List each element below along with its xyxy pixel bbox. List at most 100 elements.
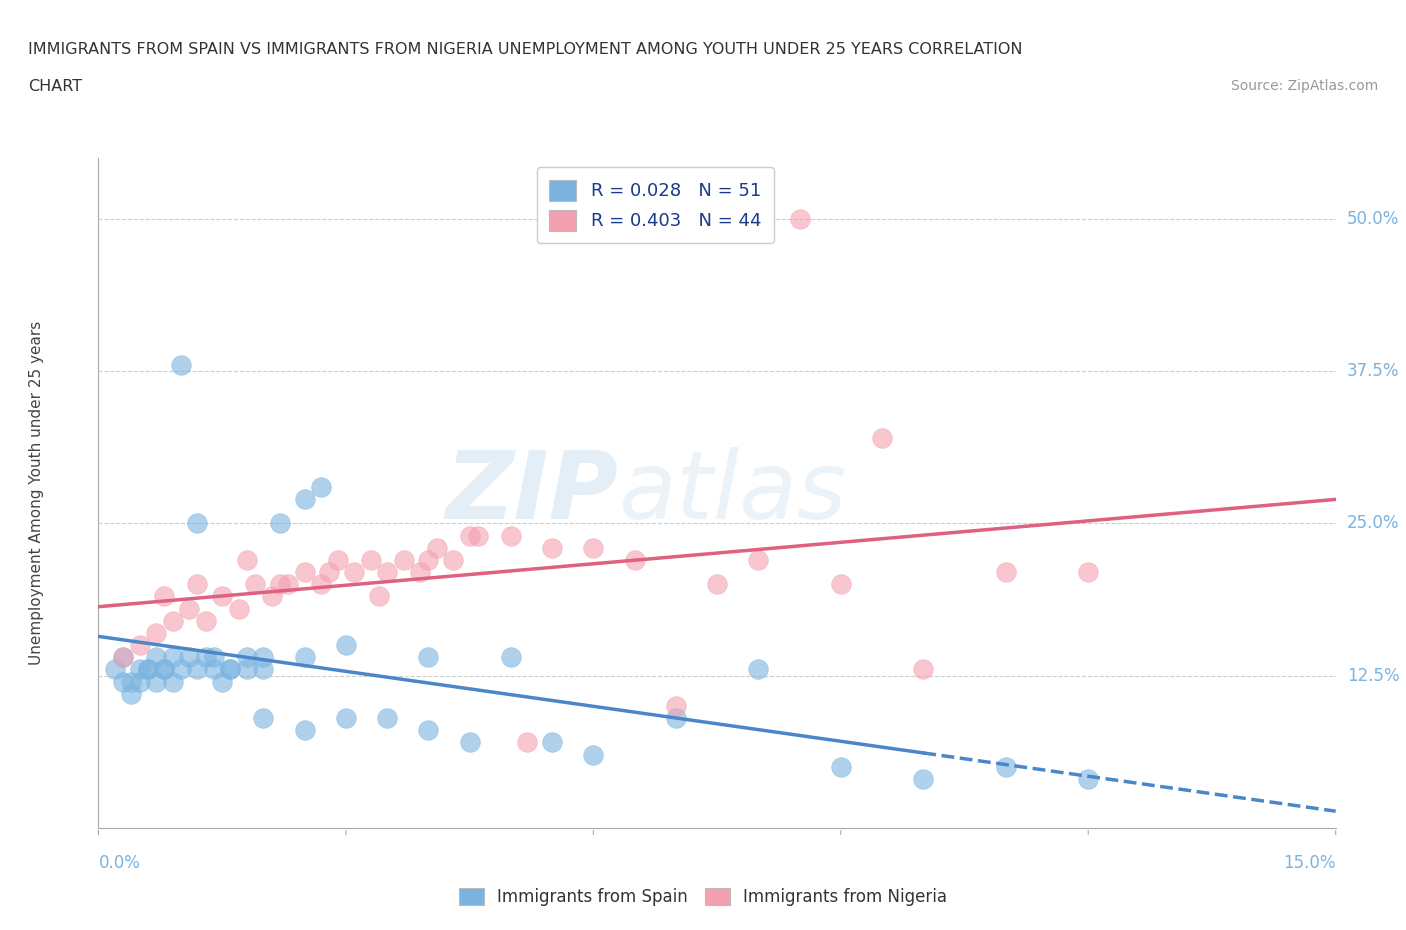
Point: [243, 577, 266, 591]
Point: [170, 358, 193, 373]
Point: [360, 552, 382, 567]
Point: [120, 686, 142, 701]
Point: [236, 662, 259, 677]
Point: [747, 552, 769, 567]
Point: [294, 650, 316, 665]
Point: [1077, 772, 1099, 787]
Point: [335, 638, 357, 653]
Point: [179, 601, 201, 616]
Text: 12.5%: 12.5%: [1347, 667, 1399, 684]
Point: [294, 492, 316, 507]
Point: [516, 735, 538, 750]
Point: [294, 723, 316, 737]
Point: [830, 760, 852, 775]
Point: [211, 589, 233, 604]
Point: [458, 528, 481, 543]
Point: [236, 650, 259, 665]
Point: [665, 698, 688, 713]
Text: 25.0%: 25.0%: [1347, 514, 1399, 532]
Point: [343, 565, 366, 579]
Point: [870, 431, 893, 445]
Point: [441, 552, 464, 567]
Point: [994, 565, 1017, 579]
Point: [623, 552, 645, 567]
Text: atlas: atlas: [619, 447, 846, 538]
Point: [1077, 565, 1099, 579]
Point: [112, 650, 135, 665]
Text: Unemployment Among Youth under 25 years: Unemployment Among Youth under 25 years: [30, 321, 44, 665]
Point: [706, 577, 728, 591]
Point: [219, 662, 242, 677]
Point: [228, 601, 250, 616]
Point: [665, 711, 688, 725]
Point: [335, 711, 357, 725]
Point: [186, 662, 208, 677]
Text: Source: ZipAtlas.com: Source: ZipAtlas.com: [1230, 79, 1378, 93]
Point: [269, 516, 291, 531]
Point: [145, 626, 167, 641]
Point: [277, 577, 299, 591]
Point: [418, 723, 440, 737]
Point: [409, 565, 432, 579]
Point: [582, 540, 605, 555]
Point: [153, 662, 176, 677]
Point: [162, 650, 184, 665]
Point: [260, 589, 283, 604]
Point: [170, 662, 193, 677]
Point: [541, 540, 564, 555]
Point: [128, 674, 150, 689]
Point: [153, 662, 176, 677]
Point: [136, 662, 159, 677]
Point: [186, 516, 208, 531]
Point: [294, 565, 316, 579]
Point: [104, 662, 127, 677]
Point: [747, 662, 769, 677]
Point: [236, 552, 259, 567]
Point: [830, 577, 852, 591]
Point: [418, 552, 440, 567]
Text: 0.0%: 0.0%: [98, 855, 141, 872]
Point: [145, 650, 167, 665]
Point: [211, 674, 233, 689]
Point: [112, 650, 135, 665]
Point: [252, 711, 274, 725]
Point: [541, 735, 564, 750]
Point: [202, 650, 225, 665]
Point: [426, 540, 449, 555]
Point: [418, 650, 440, 665]
Point: [252, 650, 274, 665]
Point: [582, 747, 605, 762]
Point: [194, 650, 217, 665]
Point: [367, 589, 389, 604]
Text: 15.0%: 15.0%: [1284, 855, 1336, 872]
Point: [392, 552, 415, 567]
Text: CHART: CHART: [28, 79, 82, 94]
Point: [128, 662, 150, 677]
Point: [112, 674, 135, 689]
Point: [202, 662, 225, 677]
Text: IMMIGRANTS FROM SPAIN VS IMMIGRANTS FROM NIGERIA UNEMPLOYMENT AMONG YOUTH UNDER : IMMIGRANTS FROM SPAIN VS IMMIGRANTS FROM…: [28, 42, 1022, 57]
Text: 50.0%: 50.0%: [1347, 210, 1399, 228]
Point: [789, 211, 811, 226]
Point: [375, 565, 398, 579]
Point: [499, 528, 522, 543]
Point: [162, 674, 184, 689]
Point: [153, 589, 176, 604]
Legend: Immigrants from Spain, Immigrants from Nigeria: Immigrants from Spain, Immigrants from N…: [453, 881, 953, 912]
Point: [912, 662, 935, 677]
Legend: R = 0.028   N = 51, R = 0.403   N = 44: R = 0.028 N = 51, R = 0.403 N = 44: [537, 167, 773, 243]
Point: [458, 735, 481, 750]
Point: [186, 577, 208, 591]
Point: [309, 577, 332, 591]
Point: [136, 662, 159, 677]
Point: [326, 552, 349, 567]
Text: ZIP: ZIP: [446, 447, 619, 538]
Point: [499, 650, 522, 665]
Point: [309, 479, 332, 494]
Point: [318, 565, 340, 579]
Point: [194, 613, 217, 628]
Point: [269, 577, 291, 591]
Point: [162, 613, 184, 628]
Point: [375, 711, 398, 725]
Text: 37.5%: 37.5%: [1347, 362, 1399, 380]
